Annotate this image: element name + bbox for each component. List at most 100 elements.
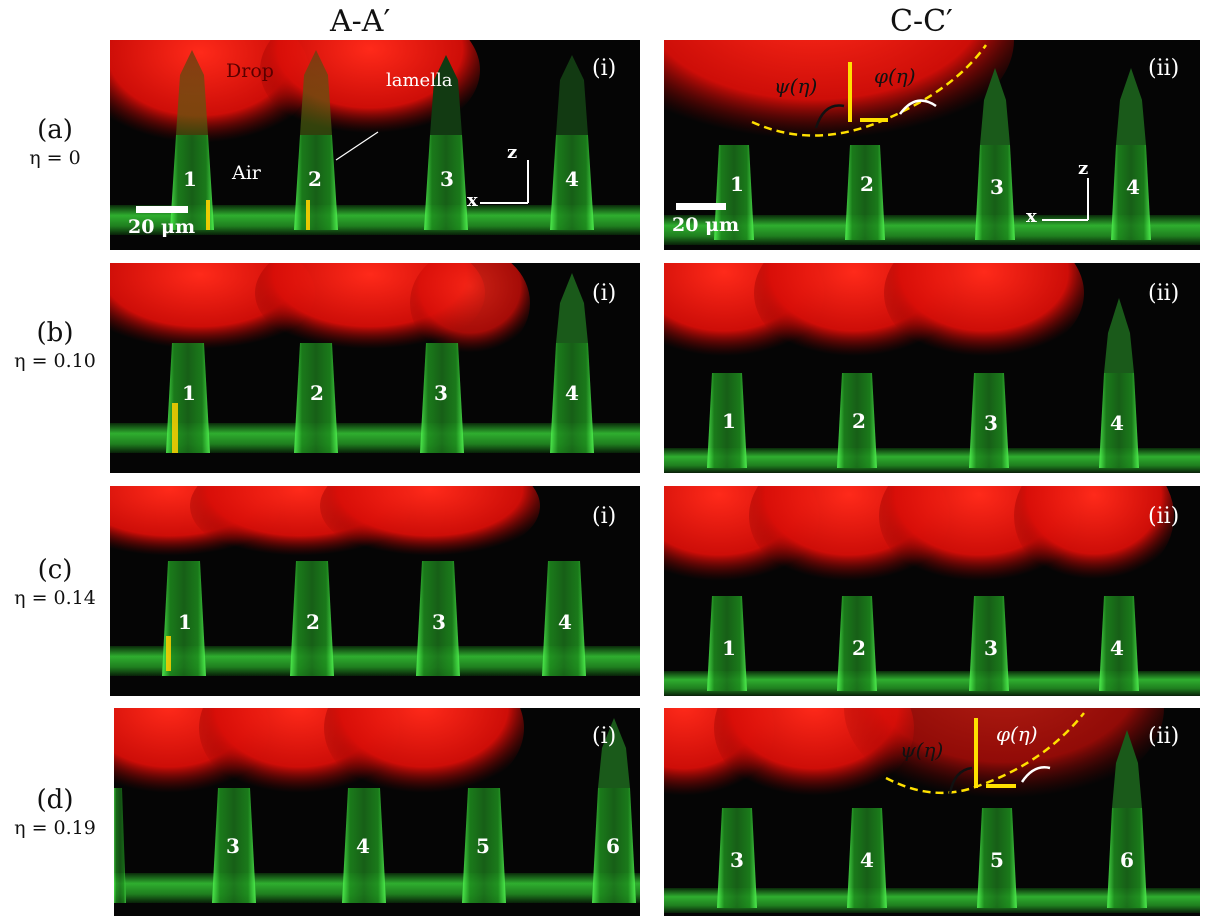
- pillar-number: 1: [722, 636, 736, 660]
- pillar-number: 2: [306, 610, 320, 634]
- pillar-number: 3: [434, 381, 448, 405]
- pillar: [416, 561, 460, 676]
- row-eta: η = 0.10: [14, 350, 96, 372]
- scale-bar: [676, 203, 726, 210]
- pillar-number: 2: [860, 172, 874, 196]
- pillar-number: 5: [476, 834, 490, 858]
- x-axis-label: x: [1026, 206, 1037, 227]
- panel-c-left: (i) 1 2 3 4: [110, 486, 640, 696]
- pillar-number: 4: [565, 167, 579, 191]
- pillar: [847, 808, 887, 908]
- pillar: [342, 788, 386, 903]
- panel-tag: (ii): [1148, 281, 1180, 306]
- pillar: [845, 145, 885, 240]
- pillar: [969, 373, 1009, 468]
- pillar-number: 3: [440, 167, 454, 191]
- panel-tag: (ii): [1148, 724, 1180, 749]
- row-letter: (b): [36, 318, 74, 348]
- drop-label: Drop: [226, 60, 274, 82]
- pillar-number: 3: [730, 848, 744, 872]
- pillar-number: 4: [1126, 175, 1140, 199]
- row-letter: (d): [36, 785, 74, 815]
- row-label-d: (d) η = 0.19: [0, 785, 110, 839]
- panel-b-left: (i) 1 2 3 4: [110, 263, 640, 473]
- pillar-number: 1: [178, 610, 192, 634]
- pillar-number: 2: [852, 636, 866, 660]
- pillar-number: 2: [308, 167, 322, 191]
- panel-a-left: Drop lamella Air 20 μm z x (i) 1 2 3 4: [110, 40, 640, 250]
- pillar-number: 6: [1120, 848, 1134, 872]
- pillar: [975, 68, 1015, 240]
- pillar: [592, 718, 636, 903]
- row-letter: (a): [37, 115, 73, 145]
- pillar-number: 4: [860, 848, 874, 872]
- micrograph: [664, 40, 1200, 250]
- pillar-number: 1: [182, 381, 196, 405]
- pillar: [1107, 730, 1147, 908]
- panel-c-right: (ii) 1 2 3 4: [664, 486, 1200, 696]
- pillar-number: 4: [356, 834, 370, 858]
- pillar-number: 4: [1110, 636, 1124, 660]
- phi-label: φ(η): [996, 722, 1038, 746]
- pillar-number: 4: [1110, 411, 1124, 435]
- pillar: [542, 561, 586, 676]
- pillar: [170, 50, 214, 230]
- pillar: [1099, 596, 1139, 691]
- pillar-number: 6: [606, 834, 620, 858]
- micrograph: [664, 263, 1200, 473]
- pillar-number: 1: [730, 172, 744, 196]
- row-eta: η = 0.19: [14, 817, 96, 839]
- pillar-number: 4: [565, 381, 579, 405]
- pillar-number: 2: [310, 381, 324, 405]
- z-axis-label: z: [1078, 158, 1089, 179]
- micrograph: [664, 708, 1200, 916]
- pillar: [837, 596, 877, 691]
- pillar: [969, 596, 1009, 691]
- column-header-aa: A-A′: [330, 4, 391, 39]
- pillar-number: 5: [990, 848, 1004, 872]
- pillar: [550, 55, 594, 230]
- panel-tag: (i): [592, 724, 617, 749]
- psi-arc: [814, 104, 845, 129]
- pillar: [837, 373, 877, 468]
- panel-tag: (i): [592, 504, 617, 529]
- pillar: [212, 788, 256, 903]
- pillar: [717, 808, 757, 908]
- pillar: [114, 788, 126, 903]
- panel-tag: (ii): [1148, 504, 1180, 529]
- pillar-number: 3: [990, 175, 1004, 199]
- scale-bar: [136, 206, 188, 213]
- pillar: [550, 273, 594, 453]
- micrograph: [110, 486, 640, 696]
- pillar: [1111, 68, 1151, 240]
- scale-bar-label: 20 μm: [672, 214, 740, 236]
- scale-bar-label: 20 μm: [128, 216, 196, 238]
- psi-label: ψ(η): [900, 738, 944, 762]
- pillar: [294, 50, 338, 230]
- pillar: [420, 343, 464, 453]
- row-eta: η = 0: [29, 147, 81, 169]
- pillar-number: 3: [226, 834, 240, 858]
- pillar-number: 1: [183, 167, 197, 191]
- panel-a-right: ψ(η) φ(η) 20 μm z x (ii) 1 2 3 4: [664, 40, 1200, 250]
- lamella-label: lamella: [386, 70, 453, 91]
- z-axis-label: z: [507, 142, 518, 163]
- row-letter: (c): [37, 555, 73, 585]
- column-header-cc: C-C′: [890, 4, 953, 39]
- panel-tag: (i): [592, 56, 617, 81]
- pillar: [162, 561, 206, 676]
- pillar-number: 1: [722, 409, 736, 433]
- micrograph: [664, 486, 1200, 696]
- pillar: [707, 596, 747, 691]
- row-eta: η = 0.14: [14, 587, 96, 609]
- panel-d-left: (i) 3 4 5 6: [114, 708, 640, 916]
- pillar: [294, 343, 338, 453]
- pillar-number: 3: [984, 636, 998, 660]
- x-axis-label: x: [467, 190, 478, 211]
- air-label: Air: [232, 162, 261, 184]
- pillar-number: 2: [852, 409, 866, 433]
- psi-arc: [948, 766, 973, 795]
- pillar-number: 4: [558, 610, 572, 634]
- pillar: [1099, 298, 1139, 468]
- panel-tag: (ii): [1148, 56, 1180, 81]
